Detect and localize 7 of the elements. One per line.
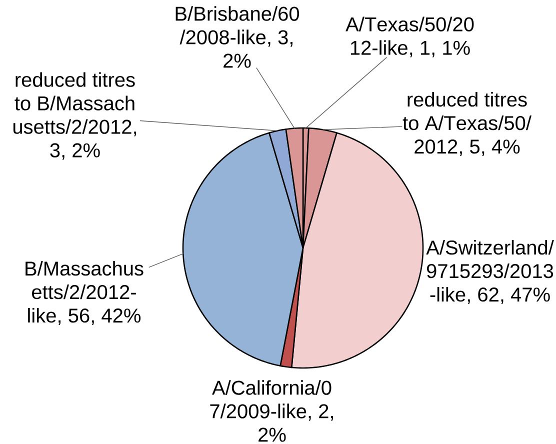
slice-label: A/Switzerland/9715293/2013-like, 62, 47% bbox=[426, 240, 554, 304]
slice-label: A/Texas/50/2012-like, 1, 1% bbox=[346, 16, 474, 58]
slice-label: reduced titres to B/Massachusetts/2/2012, 3, 2% bbox=[13, 72, 136, 160]
slice-label: B/Brisbane/60/2008-like, 3, 2% bbox=[176, 6, 300, 68]
slice-label: reduced titres to A/Texas/50/2012, 5, 4% bbox=[402, 92, 532, 156]
slice-label: A/California/07/2009-like, 2, 2% bbox=[210, 380, 333, 442]
slice-label: B/Massachusetts/2/2012-like, 56, 42% bbox=[26, 260, 144, 326]
